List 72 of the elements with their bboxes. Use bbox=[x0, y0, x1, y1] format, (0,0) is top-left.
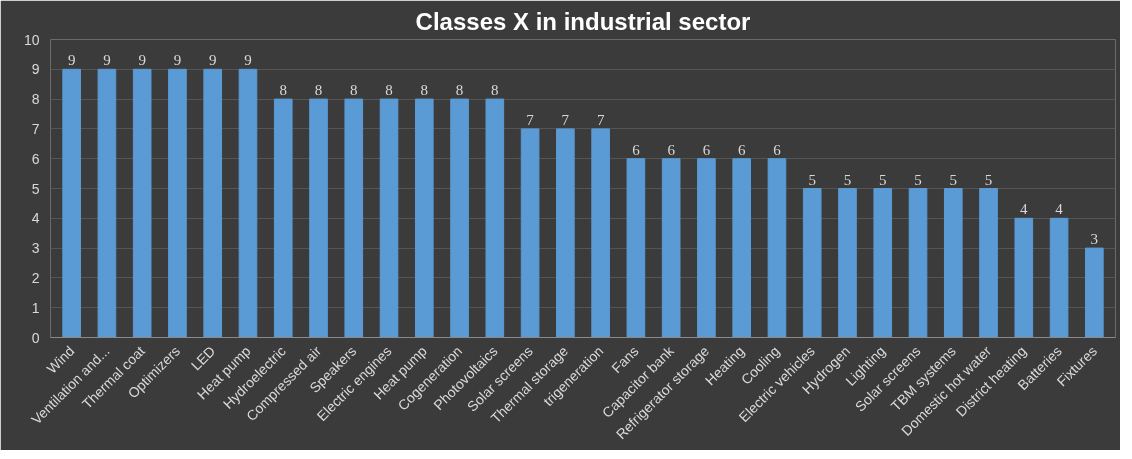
data-label: 5 bbox=[914, 171, 922, 188]
data-label: 5 bbox=[949, 171, 958, 188]
bar bbox=[97, 68, 117, 338]
data-label: 3 bbox=[1090, 231, 1099, 248]
bar bbox=[309, 98, 328, 338]
data-label: 9 bbox=[208, 52, 217, 69]
data-label: 9 bbox=[103, 52, 111, 69]
data-label: 9 bbox=[244, 52, 252, 69]
bar bbox=[802, 188, 822, 338]
data-label: 5 bbox=[808, 171, 816, 188]
y-tick-label: 4 bbox=[31, 210, 40, 227]
data-label: 8 bbox=[279, 82, 287, 99]
data-label: 7 bbox=[526, 111, 535, 128]
data-label: 6 bbox=[667, 141, 676, 158]
y-tick-label: 3 bbox=[31, 240, 40, 257]
bar bbox=[873, 188, 893, 338]
bar bbox=[979, 188, 998, 338]
bar bbox=[1049, 217, 1069, 338]
bar bbox=[344, 98, 364, 338]
data-label: 4 bbox=[1055, 201, 1064, 218]
bar bbox=[520, 128, 540, 338]
bar bbox=[414, 98, 434, 338]
chart-title: Classes X in industrial sector bbox=[415, 7, 751, 35]
data-label: 8 bbox=[491, 82, 499, 99]
bar bbox=[943, 188, 963, 338]
data-label: 6 bbox=[773, 141, 782, 158]
data-label: 9 bbox=[138, 52, 146, 69]
data-label: 6 bbox=[632, 141, 641, 158]
y-tick-label: 9 bbox=[31, 61, 40, 78]
data-label: 8 bbox=[314, 82, 323, 99]
bar bbox=[767, 158, 787, 338]
bar bbox=[203, 68, 223, 338]
bar bbox=[62, 68, 81, 338]
data-label: 6 bbox=[702, 141, 711, 158]
data-label: 7 bbox=[596, 111, 605, 128]
bar bbox=[485, 98, 505, 338]
data-label: 9 bbox=[67, 52, 76, 69]
data-label: 5 bbox=[843, 171, 852, 188]
bar bbox=[908, 188, 928, 338]
data-label: 5 bbox=[984, 171, 993, 188]
y-tick-label: 7 bbox=[31, 120, 40, 137]
data-label: 8 bbox=[350, 82, 358, 99]
bar bbox=[591, 128, 610, 338]
bar bbox=[1085, 247, 1104, 338]
y-tick-label: 10 bbox=[23, 31, 40, 48]
data-label: 5 bbox=[879, 171, 887, 188]
bar bbox=[273, 98, 293, 338]
data-label: 9 bbox=[173, 52, 182, 69]
y-tick-label: 2 bbox=[31, 269, 40, 286]
bar bbox=[450, 98, 469, 338]
y-tick-label: 6 bbox=[31, 150, 40, 167]
data-label: 6 bbox=[737, 141, 746, 158]
data-label: 8 bbox=[420, 82, 429, 99]
bar bbox=[626, 158, 646, 338]
bar bbox=[379, 98, 399, 338]
bar bbox=[556, 128, 575, 338]
y-tick-label: 8 bbox=[31, 91, 40, 108]
data-label: 8 bbox=[455, 82, 464, 99]
bar bbox=[168, 68, 187, 338]
bar bbox=[661, 158, 681, 338]
bar bbox=[838, 188, 857, 338]
y-tick-label: 1 bbox=[31, 299, 40, 316]
y-tick-label: 0 bbox=[31, 329, 40, 346]
data-label: 8 bbox=[385, 82, 393, 99]
bar bbox=[132, 68, 152, 338]
data-label: 7 bbox=[561, 111, 570, 128]
y-tick-label: 5 bbox=[31, 180, 40, 197]
data-label: 4 bbox=[1020, 201, 1029, 218]
bar bbox=[238, 68, 258, 338]
bar bbox=[1014, 217, 1034, 338]
bar bbox=[732, 158, 752, 338]
bar bbox=[697, 158, 716, 338]
